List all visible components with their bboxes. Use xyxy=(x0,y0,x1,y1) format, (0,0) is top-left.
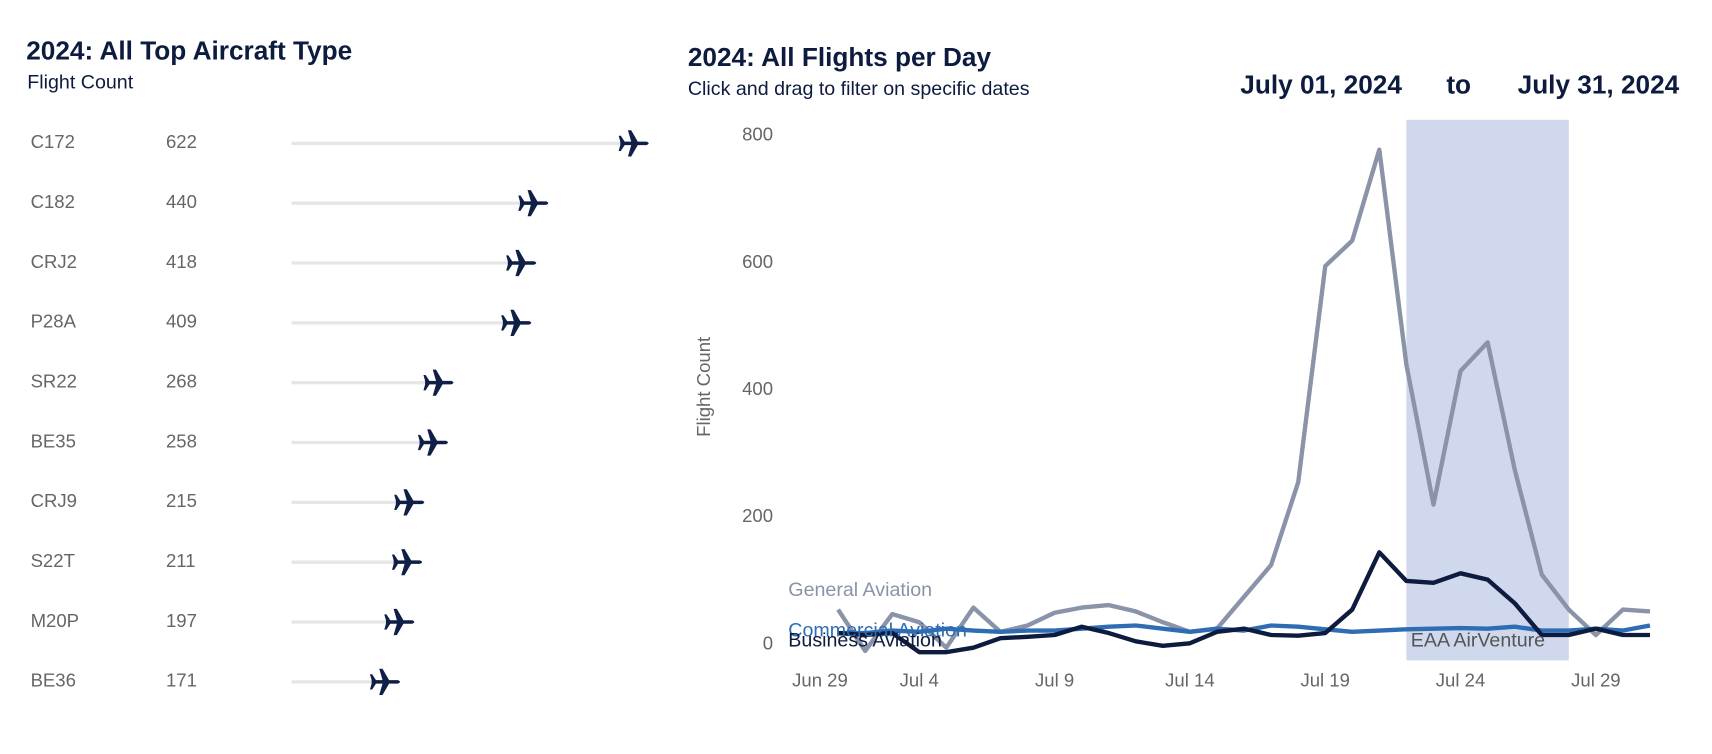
series-line xyxy=(837,550,1650,655)
value-label: 622 xyxy=(166,131,197,152)
y-tick-label: 0 xyxy=(763,632,773,653)
legend-label: Commercial Aviation xyxy=(788,620,967,642)
plane-icon xyxy=(384,608,415,636)
lollipop xyxy=(291,489,425,516)
lollipop xyxy=(291,190,549,217)
x-tick-label: Jul 9 xyxy=(1035,670,1074,691)
legend-label: Business Aviation xyxy=(788,629,942,651)
category-label: SR22 xyxy=(31,371,77,392)
lollipop xyxy=(291,309,532,336)
filter-start[interactable]: July 01, 2024 xyxy=(1240,69,1402,99)
lollipop xyxy=(291,668,400,695)
category-label: CRJ9 xyxy=(31,490,77,511)
chart-title: 2024: All Top Aircraft Type xyxy=(26,36,352,66)
x-tick-label: Jul 24 xyxy=(1436,670,1486,691)
series-line xyxy=(836,147,1651,654)
value-label: 409 xyxy=(166,311,197,332)
category-label: BE36 xyxy=(31,670,76,691)
category-label: C182 xyxy=(31,191,75,212)
lollipop xyxy=(291,130,649,157)
x-tick-label: Jul 14 xyxy=(1165,670,1215,691)
x-tick-label: Jul 29 xyxy=(1571,670,1621,691)
filter-end[interactable]: July 31, 2024 xyxy=(1518,69,1680,99)
category-label: CRJ2 xyxy=(31,251,77,272)
lollipop xyxy=(291,249,537,277)
lollipop xyxy=(291,608,415,636)
plane-icon xyxy=(417,429,448,456)
x-tick-label: Jul 19 xyxy=(1300,670,1350,691)
category-label: BE35 xyxy=(31,430,76,451)
plane-icon xyxy=(394,489,425,516)
plane-icon xyxy=(392,549,423,576)
value-label: 440 xyxy=(166,191,197,212)
chart-subtitle: Click and drag to filter on specific dat… xyxy=(688,78,1030,100)
value-label: 258 xyxy=(166,430,197,451)
chart-title: 2024: All Flights per Day xyxy=(688,42,992,72)
plane-icon xyxy=(501,309,532,336)
value-label: 215 xyxy=(166,490,197,511)
y-tick-label: 800 xyxy=(742,124,773,145)
chart-subtitle: Flight Count xyxy=(27,71,133,93)
x-tick-label: Jul 4 xyxy=(900,670,939,691)
y-tick-label: 600 xyxy=(742,251,773,272)
value-label: 418 xyxy=(166,251,197,272)
category-label: S22T xyxy=(31,550,75,571)
plane-icon xyxy=(506,249,537,277)
category-label: P28A xyxy=(31,311,77,332)
y-axis-label: Flight Count xyxy=(693,336,714,437)
value-label: 211 xyxy=(166,550,196,571)
plane-icon xyxy=(618,130,649,157)
y-tick-label: 400 xyxy=(742,378,773,399)
value-label: 171 xyxy=(166,670,197,691)
plane-icon xyxy=(518,190,549,217)
filter-separator: to xyxy=(1446,69,1471,99)
plane-icon xyxy=(423,369,454,396)
category-label: M20P xyxy=(31,610,79,631)
lollipop xyxy=(291,549,423,576)
annotation: EAA AirVenture xyxy=(1411,629,1545,651)
legend-label: General Aviation xyxy=(788,579,932,601)
lollipop xyxy=(291,369,454,396)
category-label: C172 xyxy=(31,131,75,152)
x-tick-label: Jun 29 xyxy=(792,670,848,691)
y-tick-label: 200 xyxy=(742,505,773,526)
value-label: 268 xyxy=(166,371,197,392)
value-label: 197 xyxy=(166,610,197,631)
plane-icon xyxy=(369,668,400,695)
lollipop xyxy=(291,429,448,456)
